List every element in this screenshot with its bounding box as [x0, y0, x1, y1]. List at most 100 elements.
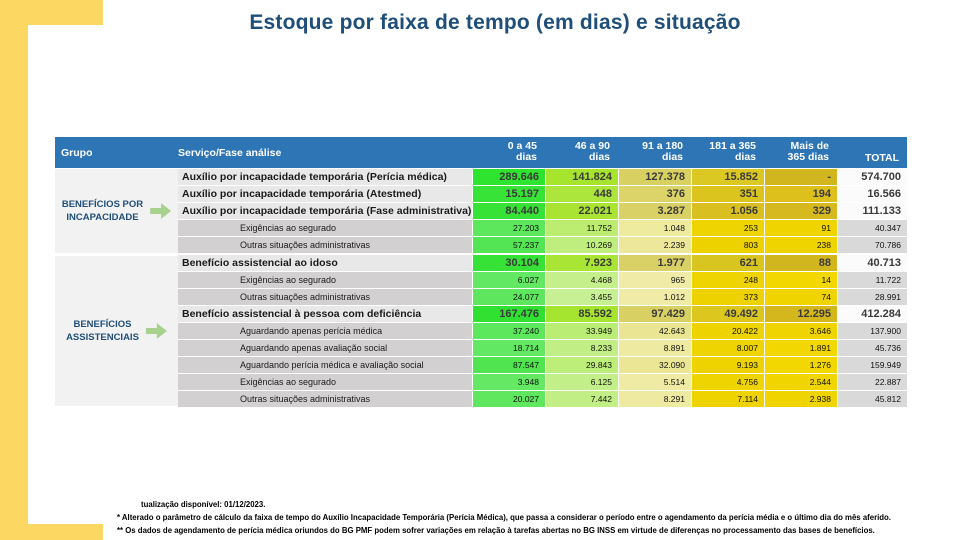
column-header-text: 181 a 365 — [709, 140, 756, 152]
table-row: Benefício assistencial ao idoso 30.104 7.9… — [55, 255, 907, 271]
value-cell: 74 — [764, 289, 837, 305]
value-cell: 15.852 — [691, 169, 764, 185]
group-label: BENEFÍCIOS POR INCAPACIDADE — [62, 198, 143, 224]
value-cell: 6.125 — [545, 374, 618, 390]
stock-table: Grupo Serviço/Fase análise 0 a 45 dias 46 … — [55, 137, 907, 407]
table-row: Benefício assistencial à pessoa com defi… — [55, 306, 907, 322]
row-label: Benefício assistencial ao idoso — [178, 255, 472, 271]
value-cell: 141.824 — [545, 169, 618, 185]
table-row: Aguardando apenas perícia médica 37.240 33… — [55, 323, 907, 339]
column-header-text: 0 a 45 — [507, 140, 537, 152]
total-cell: 45.812 — [837, 391, 907, 407]
value-cell: 2.239 — [618, 237, 691, 253]
value-cell: 33.949 — [545, 323, 618, 339]
table-row: Auxílio por incapacidade temporária (Per… — [55, 169, 907, 185]
value-cell: 2.938 — [764, 391, 837, 407]
value-cell: 253 — [691, 220, 764, 236]
yellow-top-corner — [0, 0, 103, 25]
yellow-left-bar — [0, 0, 28, 540]
value-cell: 9.193 — [691, 357, 764, 373]
column-header-text: dias — [588, 151, 610, 163]
total-cell: 40.347 — [837, 220, 907, 236]
value-cell: 32.090 — [618, 357, 691, 373]
page-title: Estoque por faixa de tempo (em dias) e s… — [249, 11, 741, 34]
group-label-line: BENEFÍCIOS POR — [61, 199, 144, 210]
total-header-label: TOTAL — [864, 152, 899, 164]
total-cell: 22.887 — [837, 374, 907, 390]
table-row: Auxílio por incapacidade temporária (Fas… — [55, 203, 907, 219]
total-cell: 40.713 — [837, 255, 907, 271]
column-header-text: 46 a 90 — [574, 140, 610, 152]
total-cell: 11.722 — [837, 272, 907, 288]
value-cell: 7.923 — [545, 255, 618, 271]
table-row: Aguardando apenas avaliação social 18.714… — [55, 340, 907, 356]
table-row: Exigências ao segurado 3.948 6.125 5.514 4.7… — [55, 374, 907, 390]
row-label: Auxílio por incapacidade temporária (Per… — [178, 169, 472, 185]
value-cell: 4.756 — [691, 374, 764, 390]
total-cell: 28.991 — [837, 289, 907, 305]
column-header-range-0: 0 a 45 dias — [472, 137, 545, 168]
right-arrow-icon — [150, 203, 172, 219]
value-cell: 8.891 — [618, 340, 691, 356]
value-cell: 7.114 — [691, 391, 764, 407]
table-body: Auxílio por incapacidade temporária (Per… — [55, 169, 907, 407]
row-label: Exigências ao segurado — [178, 374, 472, 390]
column-header-range-4: Mais de 365 dias — [764, 137, 837, 168]
value-cell: 803 — [691, 237, 764, 253]
total-cell: 16.566 — [837, 186, 907, 202]
value-cell: 49.492 — [691, 306, 764, 322]
value-cell: 7.442 — [545, 391, 618, 407]
value-cell: 30.104 — [472, 255, 545, 271]
value-cell: 167.476 — [472, 306, 545, 322]
value-cell: 248 — [691, 272, 764, 288]
total-cell: 159.949 — [837, 357, 907, 373]
total-cell: 412.284 — [837, 306, 907, 322]
table-row: Exigências ao segurado 27.203 11.752 1.048 2… — [55, 220, 907, 236]
value-cell: 448 — [545, 186, 618, 202]
right-arrow-icon — [145, 323, 167, 339]
value-cell: 329 — [764, 203, 837, 219]
value-cell: 8.233 — [545, 340, 618, 356]
yellow-bottom-corner — [0, 524, 103, 540]
value-cell: 4.468 — [545, 272, 618, 288]
row-label: Outras situações administrativas — [178, 289, 472, 305]
group-label-line: INCAPACIDADE — [66, 212, 139, 223]
value-cell: 3.455 — [545, 289, 618, 305]
value-cell: 1.056 — [691, 203, 764, 219]
row-label: Outras situações administrativas — [178, 391, 472, 407]
group-label-line: BENEFÍCIOS — [73, 319, 132, 330]
footnote-asterisk-2: ** Os dados de agendamento de perícia mé… — [117, 526, 875, 535]
value-cell: 88 — [764, 255, 837, 271]
table-header-row: Grupo Serviço/Fase análise 0 a 45 dias 46 … — [55, 137, 907, 168]
value-cell: 376 — [618, 186, 691, 202]
value-cell: 8.291 — [618, 391, 691, 407]
value-cell: 351 — [691, 186, 764, 202]
value-cell: 15.197 — [472, 186, 545, 202]
group-block-incapacidade: BENEFÍCIOS POR INCAPACIDADE — [55, 169, 178, 253]
row-label: Aguardando apenas perícia médica — [178, 323, 472, 339]
column-header-range-2: 91 a 180 dias — [618, 137, 691, 168]
value-cell: 3.287 — [618, 203, 691, 219]
value-cell: 12.295 — [764, 306, 837, 322]
total-cell: 111.133 — [837, 203, 907, 219]
value-cell: 373 — [691, 289, 764, 305]
value-cell: 6.027 — [472, 272, 545, 288]
table-row: Auxílio por incapacidade temporária (Ate… — [55, 186, 907, 202]
value-cell: 87.547 — [472, 357, 545, 373]
column-header-text: dias — [734, 151, 756, 163]
column-header-grupo: Grupo — [61, 146, 93, 159]
total-cell: 45.736 — [837, 340, 907, 356]
group-label-line: ASSISTENCIAIS — [66, 332, 139, 343]
row-label: Aguardando perícia médica e avaliação so… — [178, 357, 472, 373]
column-header-text: 365 dias — [787, 151, 829, 163]
column-header-text: dias — [515, 151, 537, 163]
footnote-asterisk-1: * Alterado o parâmetro de cálculo da fai… — [117, 513, 891, 522]
value-cell: 84.440 — [472, 203, 545, 219]
table-row: Outras situações administrativas 20.027 7.… — [55, 391, 907, 407]
total-cell: 574.700 — [837, 169, 907, 185]
row-label: Benefício assistencial à pessoa com defi… — [178, 306, 472, 322]
value-cell: 1.891 — [764, 340, 837, 356]
column-header-text: dias — [661, 151, 683, 163]
column-header-range-1: 46 a 90 dias — [545, 137, 618, 168]
table-row: Outras situações administrativas 24.077 3.… — [55, 289, 907, 305]
